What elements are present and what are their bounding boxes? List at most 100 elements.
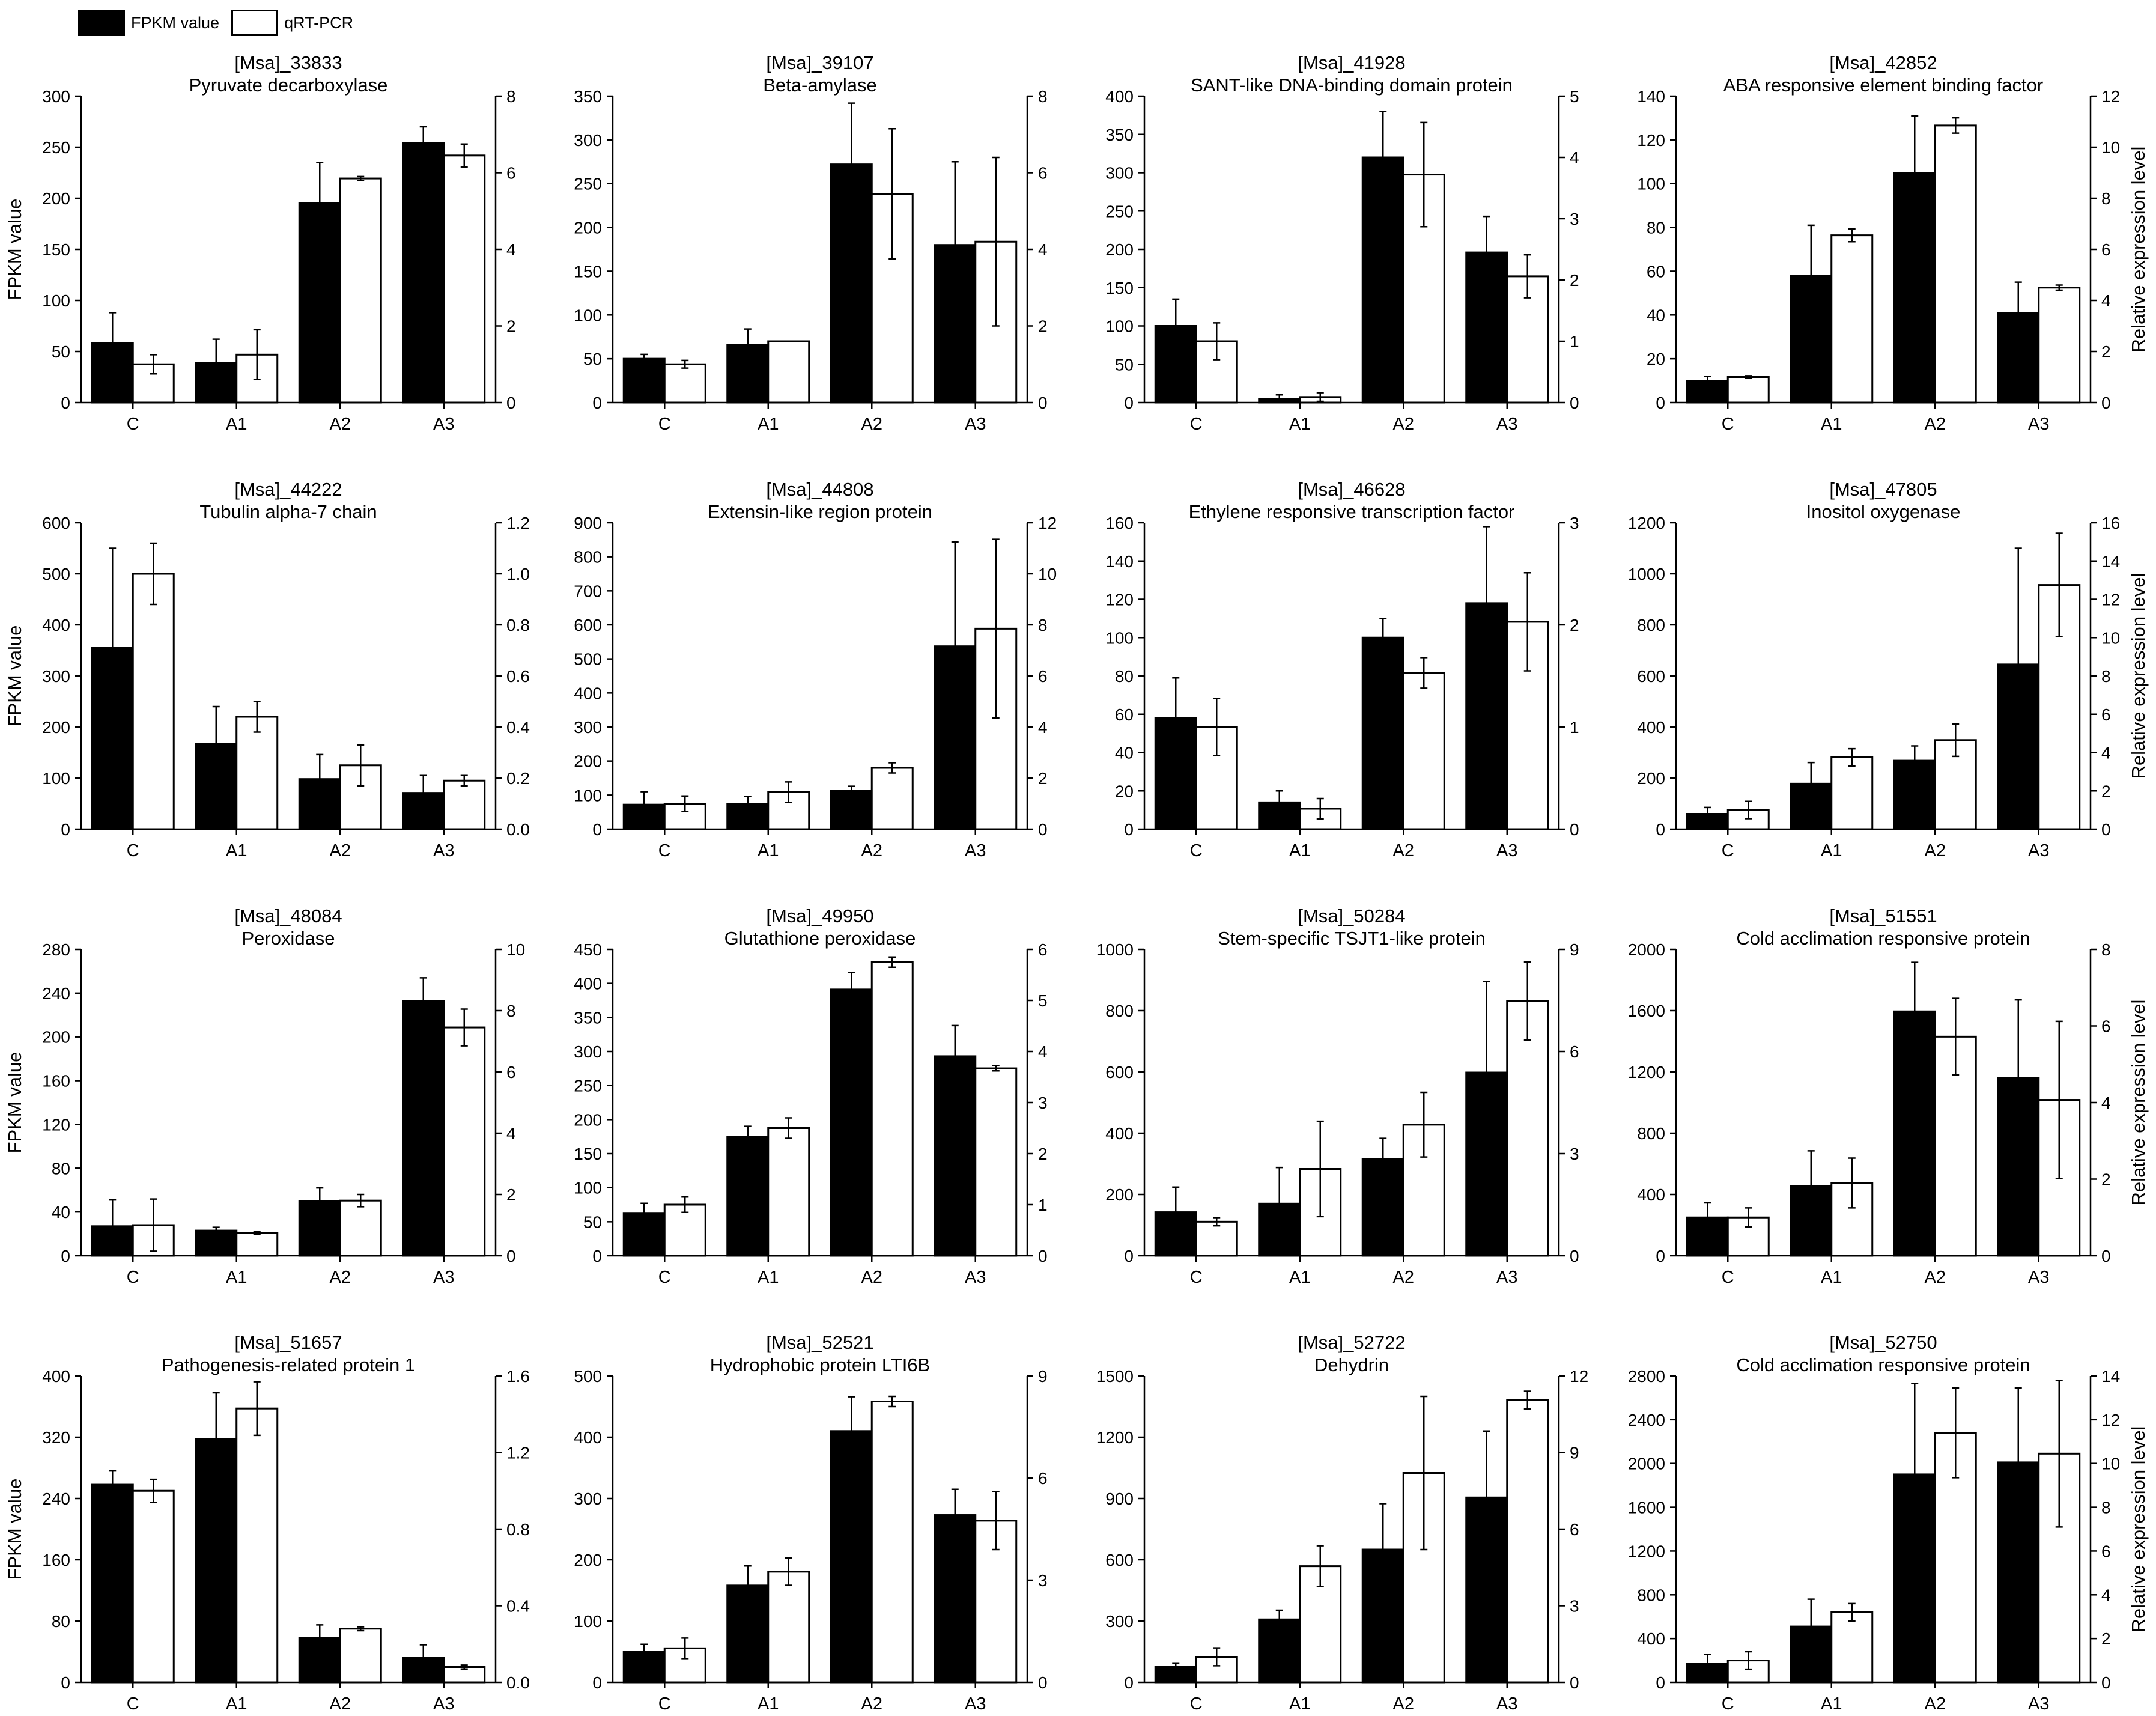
error-bar-fpkm [1911,115,1919,231]
error-bar-fpkm [1483,981,1490,1164]
y-right-tick-label: 8 [1038,616,1048,634]
y-right-axis-title: Relative expression level [2128,1000,2149,1206]
y-right-tick-label: 2 [506,317,516,336]
x-tick-label: A2 [330,1268,351,1287]
y-left-tick-label: 800 [1637,616,1665,634]
x-tick-label: A3 [433,1694,454,1714]
y-right-tick-label: 0.4 [506,718,530,737]
bar-qpcr [767,340,810,404]
error-bar-qpcr [460,1008,468,1047]
bar-qpcr [132,573,175,830]
error-bar-fpkm [848,785,855,796]
x-tick-label: A1 [226,415,247,434]
x-tick-label: C [127,841,139,860]
y-left-tick-label: 300 [42,87,70,106]
error-bar-qpcr [460,1664,468,1670]
y-right-tick-label: 6 [2101,240,2111,259]
y-left-tick-label: 20 [1115,782,1134,800]
y-left-tick-label: 100 [574,786,602,805]
error-bar-fpkm [1275,790,1283,815]
y-right-tick-label: 12 [2101,591,2120,609]
error-bar-fpkm [744,796,752,812]
y-left-tick-label: 280 [42,940,70,959]
error-bar-qpcr [1316,1120,1324,1218]
y-right-tick-label: 4 [2101,1094,2111,1112]
bar-qpcr [235,1407,279,1684]
y-right-tick-label: 3 [1038,1571,1048,1590]
y-left-tick-label: 600 [1105,1551,1134,1569]
bar-qpcr [1195,1220,1238,1257]
y-right-tick-label: 2 [1570,616,1579,634]
y-left-tick-label: 2000 [1628,1455,1665,1473]
error-bar-fpkm [2014,547,2022,782]
x-tick-label: A2 [1925,1268,1946,1287]
y-right-tick-label: 2 [1038,769,1048,788]
error-bar-qpcr [253,1230,261,1235]
error-bar-fpkm [419,126,427,160]
y-left-tick-label: 250 [1105,202,1134,221]
error-bar-qpcr [1745,1651,1752,1670]
y-right-tick-label: 12 [1570,1367,1588,1386]
error-bar-qpcr [1420,121,1428,228]
y-left-tick-label: 200 [42,1028,70,1047]
bar-qpcr [974,1067,1018,1257]
bar-qpcr [1830,756,1874,830]
y-left-tick-label: 100 [42,769,70,788]
bar-qpcr [870,767,914,830]
error-bar-qpcr [460,143,468,168]
error-bar-fpkm [848,972,855,1008]
error-bar-fpkm [109,1199,117,1253]
y-right-tick-label: 0 [506,394,516,412]
y-left-tick-label: 600 [42,514,70,532]
error-bar-fpkm [419,1644,427,1672]
x-tick-label: A2 [1393,415,1414,434]
x-tick-label: A2 [330,415,351,434]
error-bar-qpcr [2055,284,2063,291]
y-right-tick-label: 4 [2101,744,2111,762]
y-right-tick-label: 1.0 [506,565,530,583]
x-tick-label: A1 [1821,1694,1842,1714]
y-right-tick-label: 0.8 [506,1520,530,1539]
bar-fpkm [934,1055,977,1257]
y-left-tick-label: 240 [42,1489,70,1508]
y-right-tick-label: 1 [1570,718,1579,737]
y-left-tick-label: 150 [574,1145,602,1163]
error-bar-qpcr [253,329,261,380]
error-bar-fpkm [1172,1186,1180,1238]
error-bar-qpcr [1745,1207,1752,1228]
error-bar-fpkm [1379,618,1387,658]
error-bar-qpcr [1213,698,1221,756]
y-right-axis-title: Relative expression level [2128,147,2149,353]
y-left-tick-label: 300 [1105,164,1134,183]
error-bar-fpkm [1807,761,1815,806]
error-bar-fpkm [2014,999,2022,1157]
chart-title: Dehydrin [1314,1354,1389,1375]
y-left-tick-label: 400 [1637,1629,1665,1648]
y-right-tick-label: 10 [1038,565,1057,583]
y-left-tick-label: 100 [574,1612,602,1631]
y-left-tick-label: 240 [42,984,70,1003]
y-right-tick-label: 0 [1570,1247,1579,1265]
error-bar-fpkm [1911,745,1919,776]
error-bar-qpcr [357,175,365,181]
y-left-tick-label: 1000 [1628,565,1665,583]
x-tick-label: A1 [1289,1268,1310,1287]
y-left-tick-label: 1200 [1628,514,1665,532]
y-right-tick-label: 5 [1038,991,1048,1010]
y-left-tick-label: 100 [42,291,70,310]
y-right-tick-label: 14 [2101,552,2120,571]
x-tick-label: A1 [758,415,779,434]
y-right-tick-label: 16 [2101,514,2120,532]
y-right-tick-label: 9 [1570,1444,1579,1462]
y-left-tick-label: 160 [1105,514,1134,532]
y-right-tick-label: 0 [506,1247,516,1265]
y-left-tick-label: 100 [1105,628,1134,647]
y-right-tick-label: 8 [2101,940,2111,959]
x-tick-label: A3 [2028,415,2049,434]
chart-title: Beta-amylase [763,75,877,96]
